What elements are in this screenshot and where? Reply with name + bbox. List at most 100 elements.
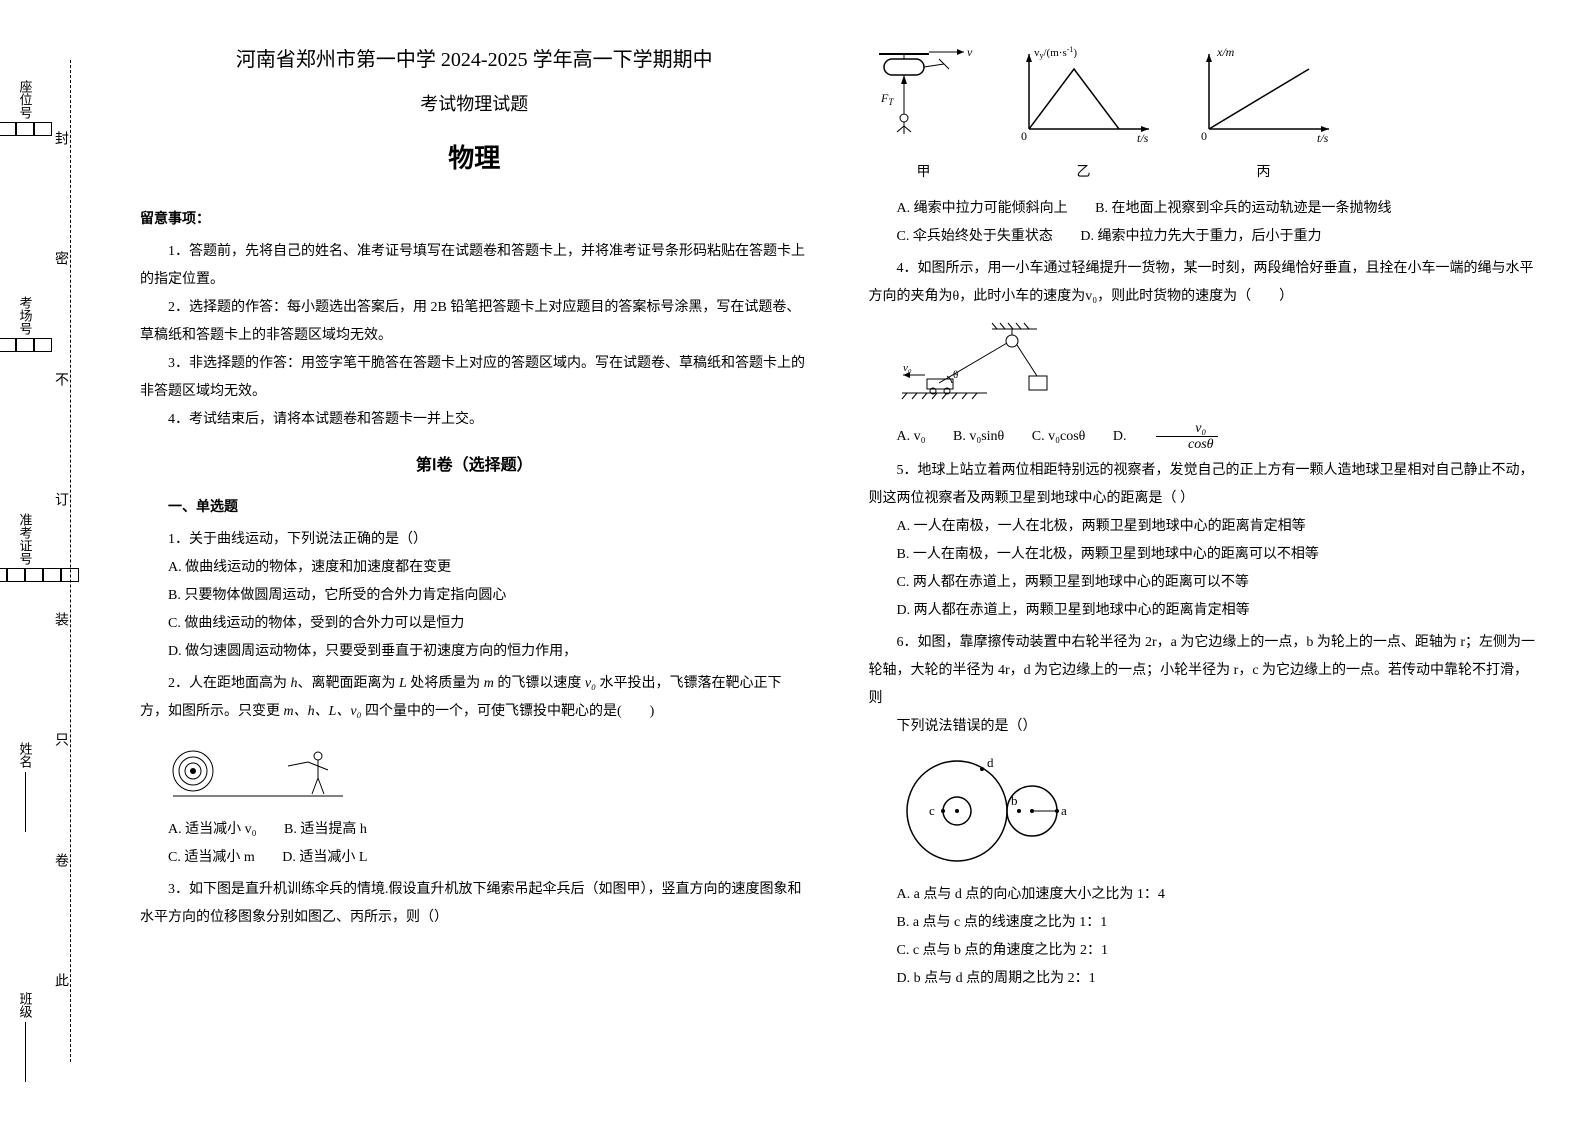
q4-opts: A. v₀ B. v₀sinθ C. v₀cosθ D. v₀cosθ	[869, 421, 1538, 453]
q5-stem: 5．地球上站立着两位相距特别远的视察者，发觉自己的正上方有一颗人造地球卫星相对自…	[869, 457, 1538, 513]
q3-jia-svg: v FT	[869, 44, 979, 144]
q2-figure	[168, 736, 809, 806]
q2-var-v0: v₀	[585, 676, 596, 691]
q3-fig-jia: v FT 甲	[869, 44, 979, 187]
seat-field: 座位号	[10, 80, 40, 136]
q3-opt-c: C. 伞兵始终处于失重状态	[897, 229, 1053, 244]
q4-pulley-svg: v₀ θ	[897, 321, 1067, 411]
q2-target-svg	[168, 736, 348, 806]
q2-stem-c: 处将质量为	[407, 676, 484, 691]
q3-ft-label: FT	[880, 91, 894, 107]
q6-figure: d c a b	[897, 751, 1538, 871]
room-grid	[0, 339, 52, 352]
q2-opt-a: A. 适当减小 v₀	[168, 822, 257, 837]
q3-cap-yi: 乙	[1009, 159, 1159, 187]
q4-opt-a: A. v₀	[897, 429, 926, 444]
q6-a-label: a	[1061, 803, 1067, 818]
q6-sub: 下列说法错误的是（）	[869, 713, 1538, 741]
q4-d-frac: v₀cosθ	[1156, 421, 1242, 453]
q3-yi-zero: 0	[1021, 129, 1027, 143]
column-right: v FT 甲	[849, 0, 1587, 1122]
marker-juan: 卷	[50, 853, 70, 871]
q2-opt-d: D. 适当减小 L	[282, 850, 367, 865]
binding-dashed-line	[70, 60, 71, 1062]
q1-opt-a: A. 做曲线运动的物体，速度和加速度都在变更	[140, 554, 809, 582]
q3-opts-row1: A. 绳索中拉力可能倾斜向上 B. 在地面上视察到伞兵的运动轨迹是一条抛物线	[869, 195, 1538, 223]
name-line	[25, 772, 26, 832]
q4-theta-label: θ	[953, 369, 958, 381]
q4-figure: v₀ θ	[897, 321, 1538, 411]
q3-yi-xlabel: t/s	[1137, 131, 1149, 144]
q2-stem-f: 四个量中的一个，可使飞镖投中靶心的是( )	[361, 704, 654, 719]
binding-markers: 封 密 不 订 装 只 卷 此	[50, 80, 70, 1042]
q6-stem: 6．如图，靠摩擦传动装置中右轮半径为 2r，a 为它边缘上的一点，b 为轮上的一…	[869, 629, 1538, 713]
marker-zhuang: 装	[50, 612, 70, 630]
seat-label: 座位号	[16, 80, 35, 119]
q4-d-pre: D.	[1113, 429, 1130, 444]
marker-mi: 密	[50, 251, 70, 269]
q1-stem: 1．关于曲线运动，下列说法正确的是（）	[140, 526, 809, 554]
q6-wheels-svg: d c a b	[897, 751, 1077, 871]
q4-v0-label: v₀	[903, 362, 912, 374]
class-field: 班级	[10, 992, 40, 1082]
section-1-title: 第Ⅰ卷（选择题）	[140, 450, 809, 482]
subject-heading: 物理	[140, 132, 809, 184]
q3-stem: 3．如下图是直升机训练伞兵的情境.假设直升机放下绳索吊起伞兵后（如图甲），竖直方…	[140, 876, 809, 932]
marker-feng: 封	[50, 131, 70, 149]
q6-d-label: d	[987, 755, 994, 770]
q3-yi-ylabel: vy/(m·s-1)	[1034, 45, 1077, 60]
q2-stem: 2．人在距地面高为 h、离靶面距离为 L 处将质量为 m 的飞镖以速度 v₀ 水…	[140, 670, 809, 726]
room-label: 考场号	[16, 296, 35, 335]
q2-opt-c: C. 适当减小 m	[168, 850, 255, 865]
name-field: 姓名	[10, 742, 40, 832]
q3-v-label: v	[967, 45, 973, 59]
q6-opt-a: A. a 点与 d 点的向心加速度大小之比为 1：4	[869, 881, 1538, 909]
q6-opt-b: B. a 点与 c 点的线速度之比为 1：1	[869, 909, 1538, 937]
q4-d-num: v₀	[1156, 421, 1218, 437]
q2-var-h: h	[291, 676, 298, 691]
q5-opt-b: B. 一人在南极，一人在北极，两颗卫星到地球中心的距离可以不相等	[869, 541, 1538, 569]
q3-fig-yi: vy/(m·s-1) 0 t/s 乙	[1009, 44, 1159, 187]
q3-bing-zero: 0	[1201, 129, 1207, 143]
q3-opt-d: D. 绳索中拉力先大于重力，后小于重力	[1080, 229, 1321, 244]
student-info-fields: 座位号 考场号 准考证号 姓名	[10, 80, 40, 1082]
q4-opt-d: D. v₀cosθ	[1113, 429, 1266, 444]
q3-cap-bing: 丙	[1189, 159, 1339, 187]
marker-bu: 不	[50, 372, 70, 390]
q3-cap-jia: 甲	[869, 159, 979, 187]
q4-d-den: cosθ	[1156, 437, 1218, 452]
class-label: 班级	[16, 992, 35, 1018]
notice-item-1: 1．答题前，先将自己的姓名、准考证号填写在试题卷和答题卡上，并将准考证号条形码粘…	[140, 238, 809, 294]
admit-grid	[0, 569, 79, 582]
q4-stem: 4．如图所示，用一小车通过轻绳提升一货物，某一时刻，两段绳恰好垂直，且拴在小车一…	[869, 255, 1538, 311]
marker-ci: 此	[50, 973, 70, 991]
q6-opt-d: D. b 点与 d 点的周期之比为 2：1	[869, 965, 1538, 993]
q5-opt-d: D. 两人都在赤道上，两颗卫星到地球中心的距离肯定相等	[869, 597, 1538, 625]
q2-opt-b: B. 适当提高 h	[284, 822, 367, 837]
room-field: 考场号	[10, 296, 40, 352]
q2-opts-row1: A. 适当减小 v₀ B. 适当提高 h	[140, 816, 809, 844]
q2-opts-row2: C. 适当减小 m D. 适当减小 L	[140, 844, 809, 872]
q1-opt-d: D. 做匀速圆周运动物体，只要受到垂直于初速度方向的恒力作用，	[140, 638, 809, 666]
q3-opts-row2: C. 伞兵始终处于失重状态 D. 绳索中拉力先大于重力，后小于重力	[869, 223, 1538, 251]
q3-bing-xlabel: t/s	[1317, 131, 1329, 144]
q6-b-label: b	[1011, 793, 1018, 808]
seat-grid	[0, 123, 52, 136]
q6-c-label: c	[929, 803, 935, 818]
q3-figures: v FT 甲	[869, 44, 1538, 187]
q5-opt-a: A. 一人在南极，一人在北极，两颗卫星到地球中心的距离肯定相等	[869, 513, 1538, 541]
subsection-1: 一、单选题	[140, 492, 809, 520]
class-line	[25, 1022, 26, 1082]
title-line2: 考试物理试题	[140, 86, 809, 122]
q2-stem-d: 的飞镖以速度	[494, 676, 585, 691]
notice-item-2: 2．选择题的作答：每小题选出答案后，用 2B 铅笔把答题卡上对应题目的答案标号涂…	[140, 294, 809, 350]
column-left: 河南省郑州市第一中学 2024-2025 学年高一下学期期中 考试物理试题 物理…	[110, 0, 849, 1122]
notice-item-3: 3．非选择题的作答：用签字笔干脆答在答题卡上对应的答题区域内。写在试题卷、草稿纸…	[140, 350, 809, 406]
q2-var-m: m	[484, 676, 494, 691]
q3-yi-svg: vy/(m·s-1) 0 t/s	[1009, 44, 1159, 144]
admit-label: 准考证号	[16, 513, 35, 565]
q2-stem-a: 2．人在距地面高为	[168, 676, 291, 691]
q3-opt-a: A. 绳索中拉力可能倾斜向上	[897, 201, 1068, 216]
q4-opt-b: B. v₀sinθ	[953, 429, 1004, 444]
exam-page: 封 密 不 订 装 只 卷 此 座位号 考场号 准考证号	[0, 0, 1587, 1122]
